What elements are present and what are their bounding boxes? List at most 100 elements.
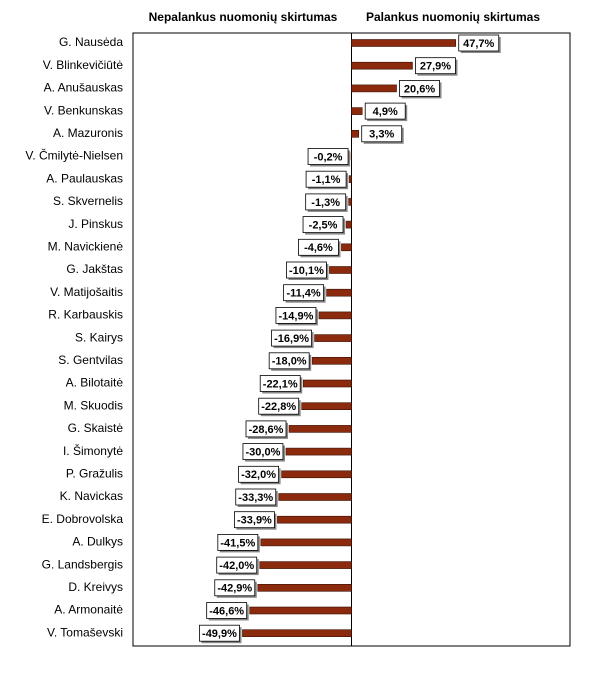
bar <box>341 243 352 252</box>
bar <box>314 334 352 342</box>
category-label: A. Mazuronis <box>53 126 123 140</box>
category-label: J. Pinskus <box>68 217 123 231</box>
category-label: D. Kreivys <box>68 580 123 594</box>
bar <box>285 447 352 456</box>
bar <box>311 356 352 365</box>
bar <box>348 198 352 206</box>
bar <box>329 266 352 274</box>
value-label: -2,5% <box>309 220 338 232</box>
value-label: -14,9% <box>279 310 314 322</box>
label-box <box>258 397 300 415</box>
bar <box>351 61 413 70</box>
bar <box>242 629 352 638</box>
label-box <box>399 80 440 97</box>
category-label: V. Benkunskas <box>44 103 123 117</box>
value-label: -28,6% <box>249 424 284 436</box>
label-box <box>216 556 258 574</box>
bar <box>257 583 352 592</box>
category-label: G. Landsbergis <box>42 557 123 571</box>
category-label: E. Dobrovolska <box>42 512 124 526</box>
label-box <box>283 284 324 302</box>
right-header: Palankus nuomonių skirtumas <box>366 10 540 24</box>
bar <box>351 107 363 115</box>
value-label: -49,9% <box>202 628 237 640</box>
value-label: -18,0% <box>272 356 307 368</box>
label-box <box>268 352 310 370</box>
bar <box>288 425 352 433</box>
label-box <box>235 488 277 506</box>
bar <box>351 39 457 47</box>
value-label: -11,4% <box>286 288 320 300</box>
value-label: -30,0% <box>246 447 281 459</box>
category-label: G. Jakštas <box>66 262 123 276</box>
value-label: -0,2% <box>314 151 343 163</box>
value-label: 20,6% <box>404 83 435 95</box>
label-box <box>275 306 317 324</box>
category-label: M. Navickienė <box>48 239 124 253</box>
bar <box>318 311 352 320</box>
value-label: 3,3% <box>369 129 394 141</box>
category-label: A. Dulkys <box>72 535 123 549</box>
bar <box>278 493 352 501</box>
label-box <box>234 511 275 529</box>
category-label: R. Karbauskis <box>48 308 123 322</box>
bar <box>348 175 352 183</box>
category-label: S. Skvernelis <box>53 194 123 208</box>
label-box <box>302 216 344 234</box>
category-label: A. Armonaitė <box>54 603 123 617</box>
value-label: -33,9% <box>237 515 272 527</box>
label-box <box>199 624 240 642</box>
bar <box>281 470 352 479</box>
bar <box>351 84 397 93</box>
category-label: G. Skaistė <box>68 421 124 435</box>
value-label: -42,0% <box>219 560 254 572</box>
value-label: 47,7% <box>463 38 494 50</box>
label-box <box>305 170 347 188</box>
label-box <box>238 465 279 483</box>
category-label: A. Bilotaitė <box>66 376 124 390</box>
category-label: V. Blinkevičiūtė <box>43 58 124 72</box>
bar <box>259 561 352 569</box>
value-label: -42,9% <box>217 583 252 595</box>
value-label: -33,3% <box>238 492 273 504</box>
value-label: -46,6% <box>209 605 244 617</box>
label-box <box>217 534 259 551</box>
bar <box>351 130 360 138</box>
label-box <box>364 102 406 120</box>
value-label: -16,9% <box>274 333 309 345</box>
value-label: -4,6% <box>304 242 333 254</box>
category-label: P. Gražulis <box>66 466 123 480</box>
value-label: -32,0% <box>241 469 276 481</box>
bar <box>326 288 352 297</box>
label-box <box>286 261 327 279</box>
category-label: M. Skuodis <box>64 398 123 412</box>
label-box <box>242 443 284 461</box>
value-label: -41,5% <box>220 537 255 549</box>
label-box <box>245 420 287 438</box>
label-box <box>206 602 248 619</box>
bar <box>260 538 352 547</box>
bar <box>345 220 352 229</box>
category-label: I. Šimonytė <box>63 443 123 458</box>
label-box <box>305 193 347 211</box>
value-label: -22,8% <box>261 401 296 413</box>
value-label: 27,9% <box>420 61 451 73</box>
label-box <box>415 57 456 75</box>
category-label: V. Čmilytė-Nielsen <box>25 148 123 163</box>
label-box <box>271 329 312 347</box>
label-box <box>214 579 256 597</box>
category-label: A. Anušauskas <box>44 81 123 95</box>
bar <box>301 402 352 411</box>
value-label: -1,3% <box>311 197 340 209</box>
value-label: -1,1% <box>312 174 341 186</box>
value-label: -22,1% <box>263 378 298 390</box>
category-label: S. Gentvilas <box>58 353 123 367</box>
label-box <box>259 375 301 392</box>
label-box <box>458 34 500 52</box>
category-label: K. Navickas <box>60 489 123 503</box>
label-box <box>361 125 403 143</box>
category-label: S. Kairys <box>75 330 123 344</box>
category-label: V. Matijošaitis <box>50 285 123 299</box>
category-label: A. Paulauskas <box>46 171 123 185</box>
